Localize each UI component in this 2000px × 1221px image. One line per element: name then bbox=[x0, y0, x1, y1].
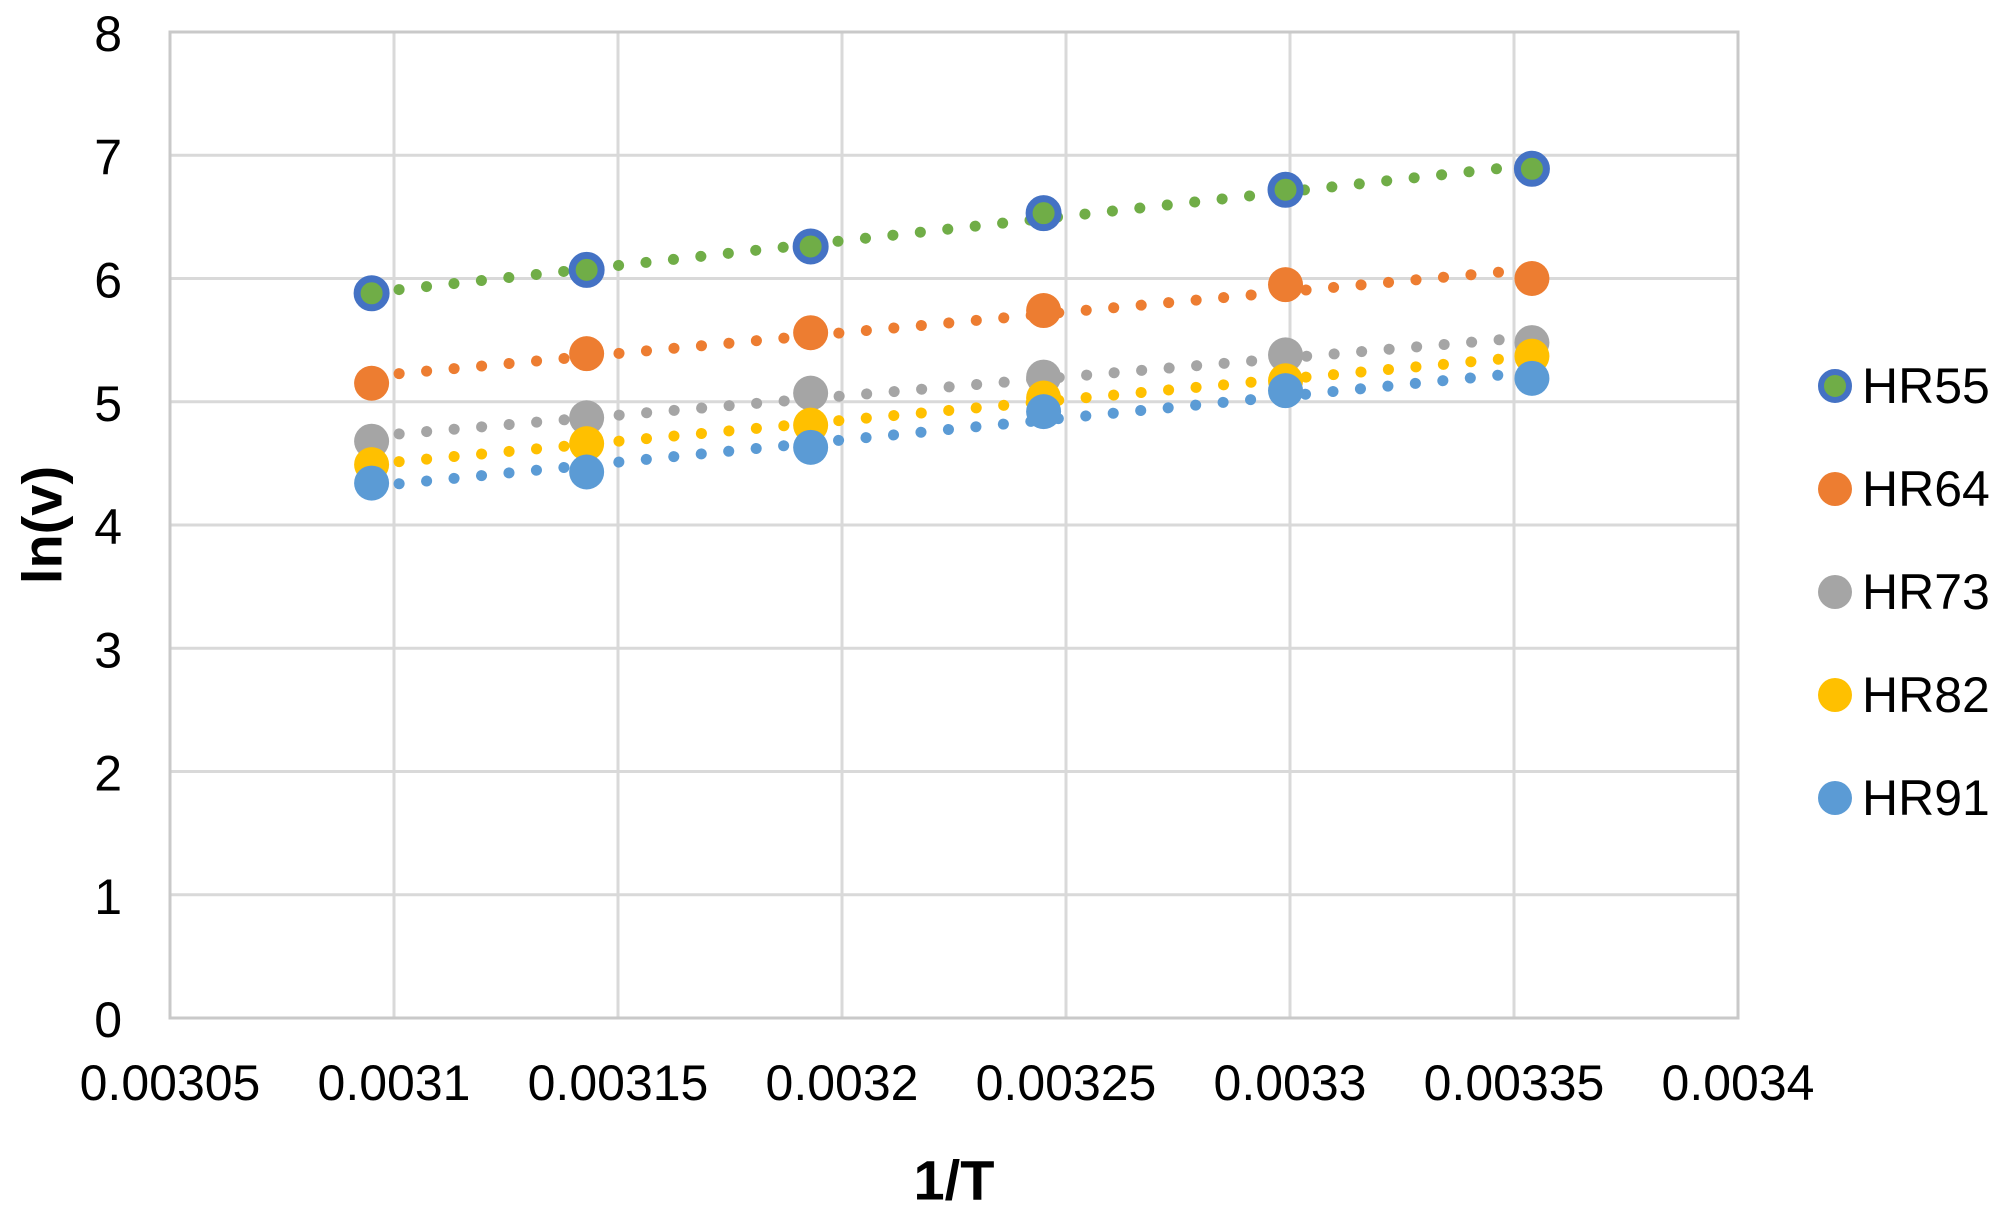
x-tick-label: 0.0034 bbox=[1662, 1055, 1815, 1111]
legend-marker-HR64 bbox=[1818, 471, 1852, 506]
x-tick-label: 0.00315 bbox=[528, 1055, 709, 1111]
legend-item-HR91: HR91 bbox=[1818, 746, 1990, 849]
y-tick-label: 3 bbox=[94, 622, 122, 678]
data-point-HR82-1 bbox=[569, 426, 605, 462]
data-point-HR55-0 bbox=[353, 275, 390, 312]
x-tick-label: 0.00325 bbox=[976, 1055, 1157, 1111]
data-point-HR91-5 bbox=[1514, 360, 1550, 396]
legend-label: HR64 bbox=[1862, 460, 1990, 517]
x-tick-label: 0.00335 bbox=[1424, 1055, 1605, 1111]
trendline-HR64 bbox=[366, 263, 1538, 382]
legend-item-HR64: HR64 bbox=[1818, 437, 1990, 540]
data-point-HR55-2 bbox=[792, 228, 829, 265]
y-tick-label: 2 bbox=[94, 746, 122, 802]
x-axis-title: 1/T bbox=[913, 1148, 995, 1212]
data-point-HR55-1 bbox=[568, 251, 605, 288]
data-point-HR91-1 bbox=[569, 454, 605, 490]
legend: HR55 HR64 HR73 HR82 HR91 bbox=[1818, 334, 1990, 849]
data-point-HR55-3 bbox=[1025, 195, 1062, 232]
y-axis-title: ln(v) bbox=[10, 465, 74, 585]
data-point-HR64-1 bbox=[569, 336, 605, 372]
trendline-HR82 bbox=[366, 350, 1538, 470]
x-tick-label: 0.0031 bbox=[318, 1055, 471, 1111]
legend-item-HR55: HR55 bbox=[1818, 334, 1990, 437]
legend-item-HR73: HR73 bbox=[1818, 540, 1990, 643]
y-tick-label: 5 bbox=[94, 376, 122, 432]
data-point-HR91-2 bbox=[793, 429, 829, 465]
x-tick-label: 0.00305 bbox=[80, 1055, 261, 1111]
trendline-HR73 bbox=[366, 331, 1538, 442]
legend-marker-HR82 bbox=[1818, 677, 1852, 712]
data-point-HR91-4 bbox=[1268, 373, 1304, 409]
legend-item-HR82: HR82 bbox=[1818, 643, 1990, 746]
data-point-HR73-2 bbox=[793, 375, 829, 411]
plot-frame bbox=[168, 30, 1740, 1020]
data-point-HR64-4 bbox=[1268, 267, 1304, 303]
y-tick-label: 6 bbox=[94, 253, 122, 309]
data-point-HR91-3 bbox=[1026, 394, 1062, 430]
legend-marker-HR55 bbox=[1818, 368, 1852, 403]
data-point-HR73-1 bbox=[569, 400, 605, 436]
legend-label: HR82 bbox=[1862, 666, 1990, 723]
data-point-HR55-5 bbox=[1513, 150, 1550, 187]
trendline-HR91 bbox=[366, 366, 1538, 492]
data-point-HR91-0 bbox=[354, 465, 390, 501]
y-tick-label: 7 bbox=[94, 129, 122, 185]
data-point-HR64-0 bbox=[354, 365, 390, 401]
y-tick-label: 8 bbox=[94, 6, 122, 62]
legend-marker-HR73 bbox=[1818, 574, 1852, 609]
data-point-HR73-4 bbox=[1268, 337, 1304, 373]
legend-label: HR73 bbox=[1862, 563, 1990, 620]
trendline-HR55 bbox=[366, 159, 1538, 299]
x-tick-label: 0.0032 bbox=[766, 1055, 919, 1111]
data-point-HR64-3 bbox=[1026, 293, 1062, 329]
x-tick-label: 0.0033 bbox=[1214, 1055, 1367, 1111]
data-point-HR55-4 bbox=[1267, 171, 1304, 208]
data-point-HR64-2 bbox=[793, 315, 829, 351]
legend-label: HR91 bbox=[1862, 769, 1990, 826]
y-tick-label: 0 bbox=[94, 992, 122, 1048]
y-tick-label: 1 bbox=[94, 869, 122, 925]
legend-label: HR55 bbox=[1862, 357, 1990, 414]
legend-marker-HR91 bbox=[1818, 780, 1852, 815]
y-tick-label: 4 bbox=[94, 499, 122, 555]
data-point-HR64-5 bbox=[1514, 261, 1550, 296]
